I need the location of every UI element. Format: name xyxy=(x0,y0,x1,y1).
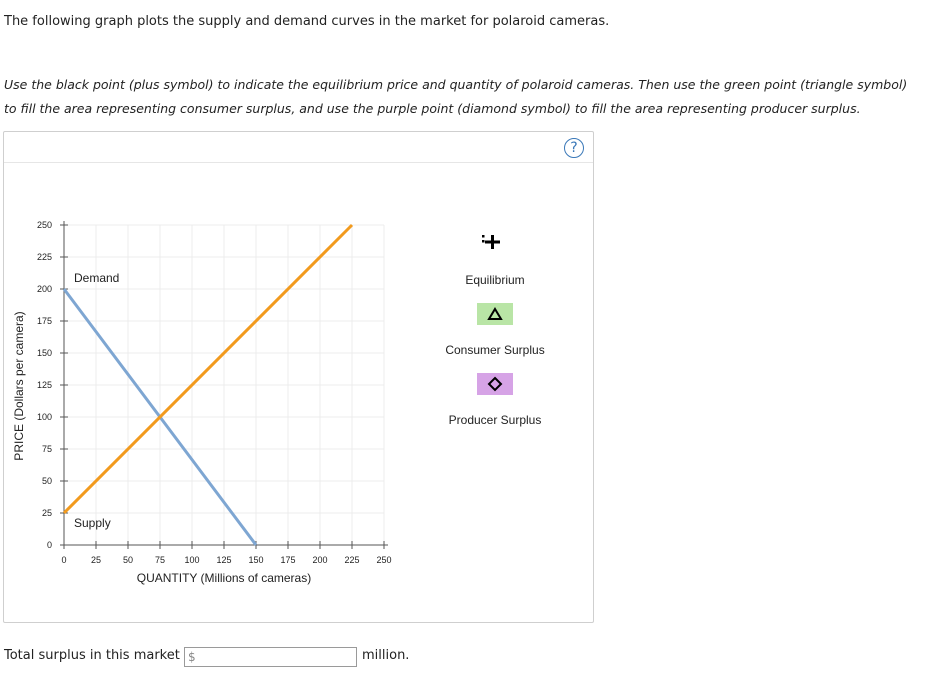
x-tick-label: 125 xyxy=(216,555,231,565)
producer-surplus-tool-label: Producer Surplus xyxy=(448,413,542,427)
ticks: 0 25 50 75 100 125 150 175 200 225 250 0 25 50 75 100 12… xyxy=(37,220,392,565)
total-surplus-prompt: Total surplus in this market is xyxy=(4,648,195,663)
y-tick-label: 175 xyxy=(37,316,52,326)
equilibrium-tool-label: Equilibrium xyxy=(465,273,525,287)
y-tick-label: 50 xyxy=(42,476,52,486)
equilibrium-tool-icon[interactable] xyxy=(481,232,503,252)
y-tick-label: 200 xyxy=(37,284,52,294)
producer-surplus-tool[interactable] xyxy=(477,373,513,395)
demand-curve-label: Demand xyxy=(74,271,119,285)
graph-panel: ? 0 25 50 75 100 125 150 175 200 225 250 0 25 50 75 100… xyxy=(3,131,594,623)
x-tick-label: 250 xyxy=(376,555,391,565)
y-tick-label: 150 xyxy=(37,348,52,358)
series-lines xyxy=(62,223,354,546)
intro-text: The following graph plots the supply and… xyxy=(4,14,610,29)
axes xyxy=(63,221,388,546)
panel-header: ? xyxy=(4,132,593,163)
dollar-prefix: $ xyxy=(188,650,196,664)
diamond-icon xyxy=(487,376,503,392)
x-tick-label: 0 xyxy=(61,555,66,565)
total-surplus-input[interactable]: $ xyxy=(184,647,357,667)
consumer-surplus-tool[interactable] xyxy=(477,303,513,325)
help-icon[interactable]: ? xyxy=(564,138,584,158)
y-tick-label: 225 xyxy=(37,252,52,262)
x-tick-label: 100 xyxy=(184,555,199,565)
x-tick-label: 75 xyxy=(155,555,165,565)
task-instructions: Use the black point (plus symbol) to ind… xyxy=(4,77,908,116)
y-tick-label: 0 xyxy=(47,540,52,550)
supply-curve-label: Supply xyxy=(74,516,111,530)
y-tick-label: 75 xyxy=(42,444,52,454)
y-tick-label: 125 xyxy=(37,380,52,390)
supply-demand-chart[interactable]: 0 25 50 75 100 125 150 175 200 225 250 0 25 50 75 100 12… xyxy=(4,132,593,622)
y-tick-label: 100 xyxy=(37,412,52,422)
triangle-icon xyxy=(487,307,503,320)
unit-label: million. xyxy=(362,648,410,663)
x-tick-label: 25 xyxy=(91,555,101,565)
supply-curve xyxy=(62,223,354,515)
y-tick-label: 25 xyxy=(42,508,52,518)
x-tick-label: 50 xyxy=(123,555,133,565)
consumer-surplus-tool-label: Consumer Surplus xyxy=(445,343,545,357)
y-tick-label: 250 xyxy=(37,220,52,230)
x-axis-label: QUANTITY (Millions of cameras) xyxy=(137,571,311,585)
x-tick-label: 175 xyxy=(280,555,295,565)
x-tick-label: 200 xyxy=(312,555,327,565)
y-axis-label: PRICE (Dollars per camera) xyxy=(12,311,26,460)
x-tick-label: 150 xyxy=(248,555,263,565)
x-tick-label: 225 xyxy=(344,555,359,565)
